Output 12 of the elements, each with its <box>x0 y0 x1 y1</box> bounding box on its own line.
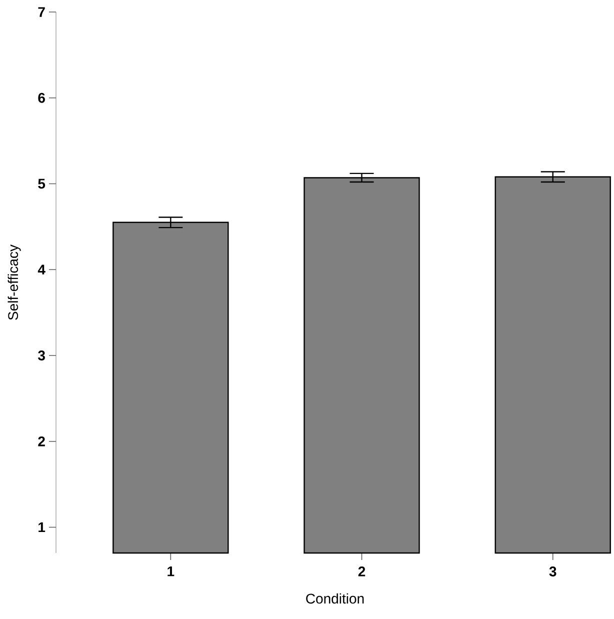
y-tick-label: 5 <box>38 178 46 189</box>
x-tick-label: 1 <box>168 566 174 576</box>
y-tick-label: 2 <box>38 436 45 446</box>
x-tick-label: 3 <box>549 566 556 576</box>
x-axis-title: Condition <box>306 593 364 604</box>
y-tick-label: 3 <box>38 350 45 360</box>
y-axis-title: Self-efficacy <box>8 244 21 320</box>
y-tick-label: 6 <box>38 92 45 103</box>
y-tick-label: 1 <box>38 522 46 532</box>
y-tick-label: 4 <box>38 264 46 274</box>
y-tick-label: 7 <box>38 7 45 17</box>
x-tick-label: 2 <box>358 566 366 576</box>
